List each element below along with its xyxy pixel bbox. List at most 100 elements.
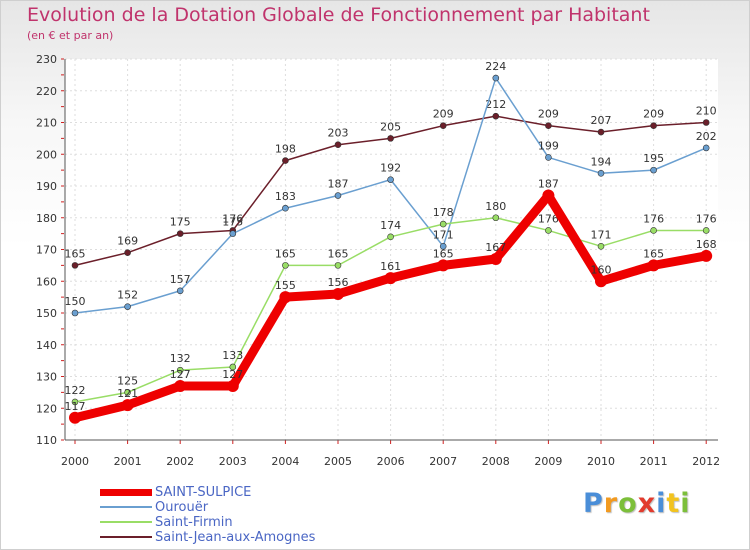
- legend-item: SAINT-SULPICE: [100, 484, 252, 500]
- data-label: 127: [170, 368, 191, 381]
- data-point: [647, 259, 660, 272]
- data-label: 199: [538, 139, 559, 152]
- data-label: 133: [222, 349, 243, 362]
- legend-label: SAINT-SULPICE: [155, 484, 252, 500]
- data-point: [229, 230, 237, 237]
- data-point: [69, 411, 81, 424]
- data-label: 165: [65, 247, 86, 260]
- data-point: [702, 144, 710, 152]
- data-label: 125: [117, 374, 138, 387]
- data-label: 132: [170, 352, 191, 365]
- data-label: 175: [170, 216, 191, 229]
- logo-letter: x: [637, 488, 657, 519]
- data-point: [387, 176, 394, 183]
- data-label: 122: [65, 384, 86, 397]
- x-tick-label: 2010: [587, 455, 615, 468]
- chart-title: Evolution de la Dotation Globale de Fonc…: [27, 4, 650, 26]
- data-point: [279, 291, 292, 304]
- x-tick-label: 2012: [692, 455, 720, 468]
- data-point: [492, 214, 500, 222]
- y-tick-label: 210: [36, 117, 57, 130]
- y-tick-label: 120: [36, 402, 57, 415]
- x-tick-label: 2001: [114, 455, 142, 468]
- data-label: 175: [222, 216, 243, 229]
- legend-label: Saint-Jean-aux-Amognes: [155, 529, 316, 545]
- data-label: 210: [696, 105, 717, 118]
- legend-item: Saint-Firmin: [100, 515, 233, 530]
- data-point: [71, 309, 79, 317]
- data-point: [71, 398, 79, 406]
- data-point: [121, 399, 134, 412]
- data-label: 209: [538, 108, 559, 121]
- data-label: 156: [328, 276, 349, 289]
- data-point: [650, 122, 657, 129]
- data-label: 212: [485, 98, 506, 111]
- data-point: [545, 154, 552, 161]
- data-point: [545, 122, 552, 129]
- data-point: [492, 112, 500, 120]
- data-label: 121: [117, 387, 138, 400]
- x-tick-label: 2007: [429, 455, 457, 468]
- x-tick-label: 2008: [482, 455, 510, 468]
- data-point: [439, 243, 447, 250]
- data-label: 176: [538, 212, 559, 225]
- x-tick-label: 2006: [377, 455, 405, 468]
- data-point: [650, 227, 657, 234]
- y-tick-label: 160: [36, 275, 57, 288]
- data-point: [597, 170, 605, 177]
- logo-letter: P: [583, 488, 604, 519]
- data-point: [387, 135, 394, 142]
- data-label: 209: [433, 108, 454, 121]
- data-point: [492, 74, 500, 82]
- data-point: [700, 249, 713, 262]
- data-label: 165: [643, 247, 664, 260]
- data-point: [124, 249, 131, 256]
- data-label: 169: [117, 235, 138, 248]
- legend-swatch: [100, 521, 152, 523]
- y-tick-label: 170: [36, 244, 57, 257]
- data-point: [439, 122, 447, 129]
- data-point: [334, 192, 342, 199]
- legend-swatch: [100, 488, 152, 496]
- data-point: [282, 204, 289, 212]
- data-label: 165: [275, 247, 296, 260]
- data-label: 165: [328, 247, 349, 260]
- y-tick-label: 190: [36, 180, 57, 193]
- data-label: 207: [591, 114, 612, 127]
- data-label: 168: [696, 238, 717, 251]
- y-tick-label: 230: [36, 53, 57, 66]
- data-label: 195: [643, 152, 664, 165]
- x-tick-label: 2003: [219, 455, 247, 468]
- data-point: [437, 259, 450, 272]
- logo-letter: r: [603, 488, 619, 519]
- y-tick-label: 150: [36, 307, 57, 320]
- data-point: [384, 272, 397, 285]
- data-point: [332, 287, 344, 300]
- data-label: 171: [591, 228, 612, 241]
- data-label: 152: [117, 289, 138, 302]
- logo-letter: i: [680, 488, 691, 519]
- x-tick-label: 2011: [640, 455, 668, 468]
- data-point: [489, 253, 502, 266]
- data-point: [702, 227, 710, 234]
- data-point: [439, 220, 447, 228]
- data-point: [226, 380, 239, 393]
- x-tick-label: 2000: [61, 455, 89, 468]
- data-point: [229, 363, 237, 371]
- data-point: [545, 227, 552, 234]
- data-point: [597, 128, 605, 136]
- data-point: [282, 262, 289, 269]
- y-tick-label: 200: [36, 148, 57, 161]
- data-label: 192: [380, 162, 401, 175]
- data-label: 171: [433, 228, 454, 241]
- data-label: 209: [643, 108, 664, 121]
- legend-swatch: [100, 506, 152, 508]
- data-label: 167: [485, 241, 506, 254]
- data-label: 176: [643, 212, 664, 225]
- x-tick-label: 2009: [534, 455, 562, 468]
- data-point: [650, 166, 657, 174]
- data-label: 178: [433, 206, 454, 219]
- legend-swatch: [100, 536, 152, 538]
- data-point: [542, 189, 555, 202]
- logo-letter: i: [656, 488, 667, 519]
